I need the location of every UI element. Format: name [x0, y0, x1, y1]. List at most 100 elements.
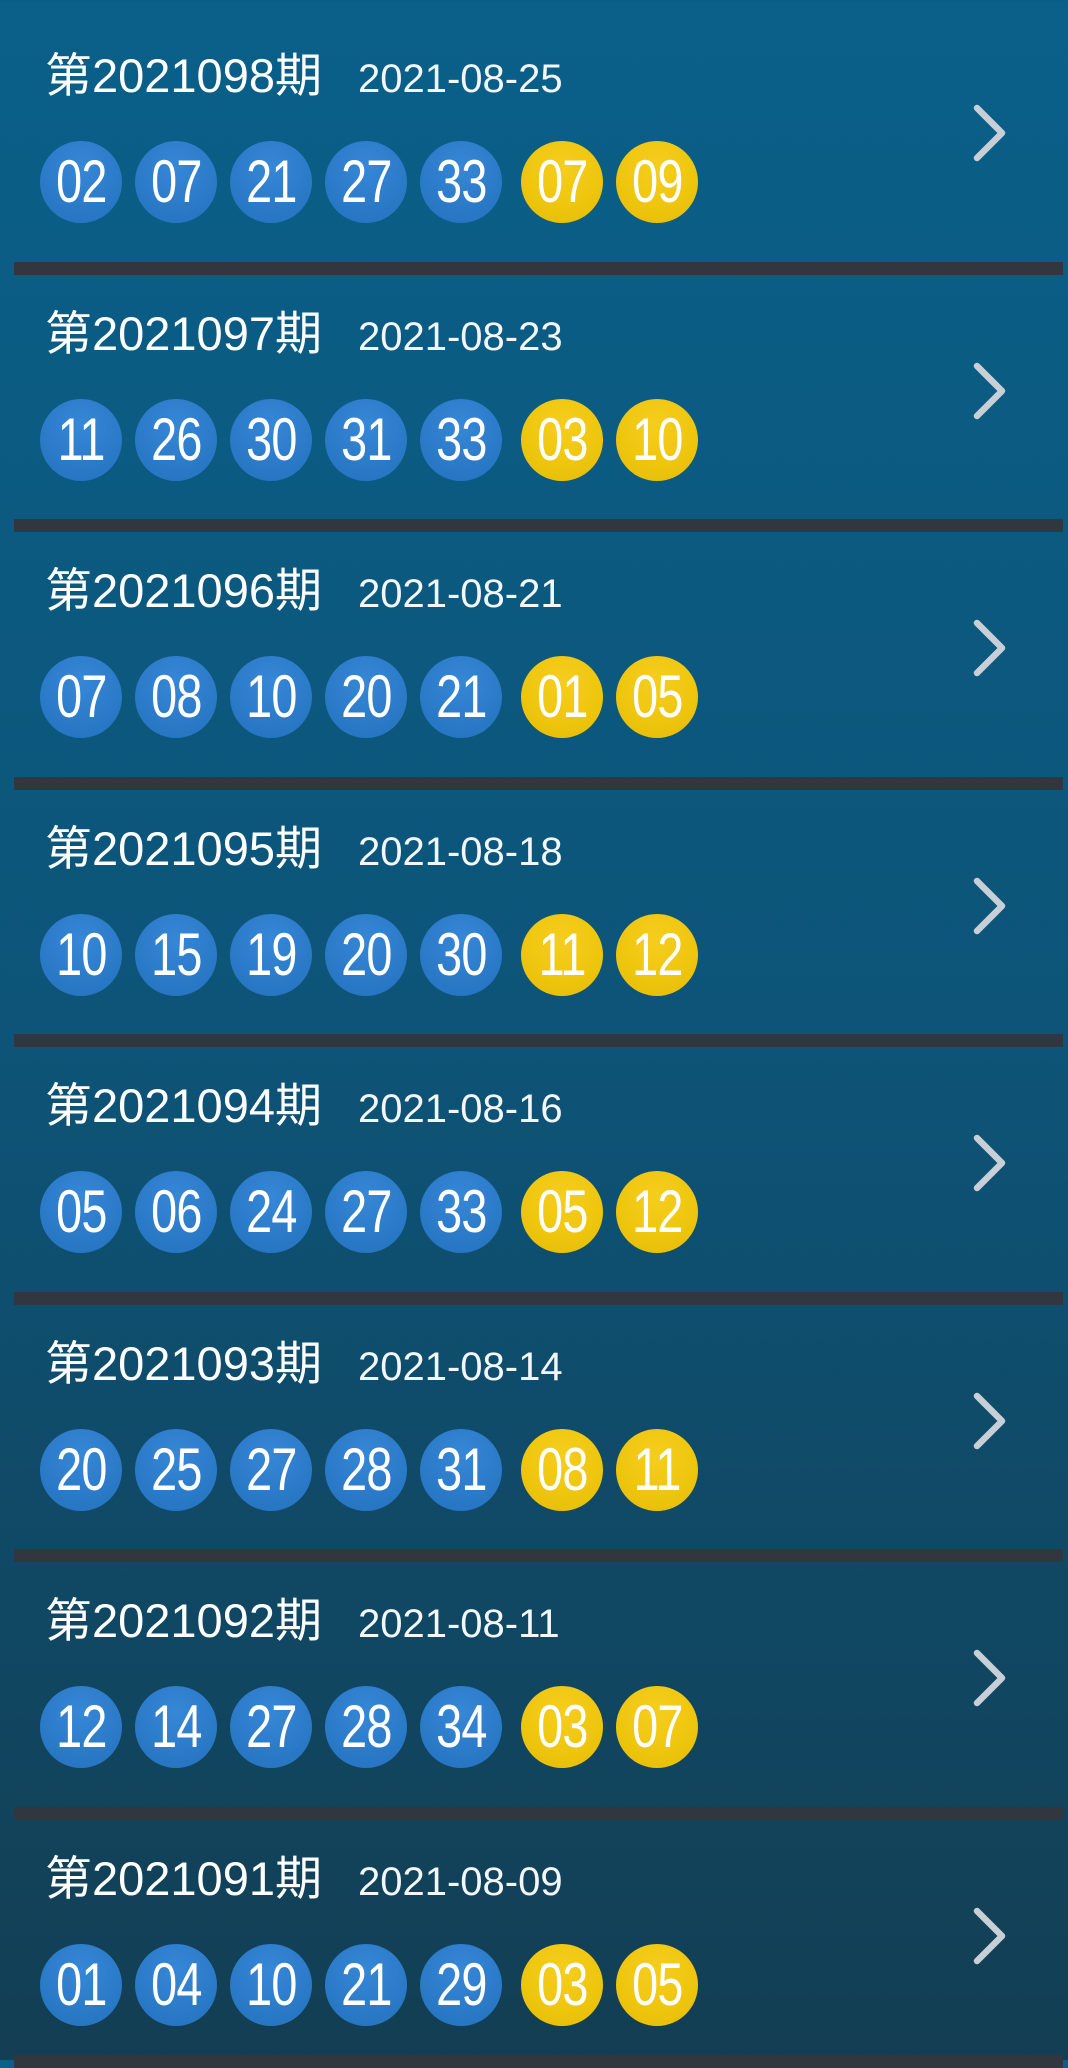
front-ball: 10	[40, 913, 122, 996]
chevron-right-icon[interactable]	[973, 1907, 1007, 1965]
front-ball: 28	[325, 1686, 407, 1768]
front-ball: 33	[420, 398, 502, 481]
ball-number: 03	[536, 405, 588, 473]
ball-number: 05	[631, 663, 683, 730]
ball-number: 06	[150, 1178, 202, 1245]
back-ball: 05	[616, 656, 698, 738]
ball-number: 10	[631, 405, 683, 473]
back-ball: 05	[521, 1171, 603, 1253]
lottery-result-row[interactable]: 第2021094期 2021-08-16 05 06 24 27 33 05 12	[0, 1030, 1068, 1288]
chevron-right-icon[interactable]	[973, 1134, 1007, 1192]
front-ball: 25	[135, 1428, 217, 1511]
back-ball: 03	[521, 398, 603, 481]
front-ball: 20	[325, 913, 407, 996]
ball-number: 07	[631, 1693, 683, 1760]
row-divider	[14, 1034, 1063, 1047]
ball-number: 04	[150, 1950, 202, 2018]
front-ball: 27	[230, 1686, 312, 1768]
ball-number: 26	[150, 405, 202, 473]
row-divider	[14, 1549, 1063, 1562]
ball-row: 02 07 21 27 33 07 09	[40, 141, 711, 223]
draw-date: 2021-08-23	[357, 314, 563, 359]
row-header: 第2021091期 2021-08-09	[45, 1855, 948, 1902]
ball-number: 25	[150, 1435, 202, 1503]
row-header: 第2021092期 2021-08-11	[45, 1597, 948, 1644]
chevron-right-icon[interactable]	[973, 104, 1007, 162]
ball-number: 20	[340, 663, 392, 730]
lottery-result-row[interactable]: 第2021093期 2021-08-14 20 25 27 28 31 08 11	[0, 1288, 1068, 1546]
lottery-result-row[interactable]: 第2021095期 2021-08-18 10 15 19 20 30 11 12	[0, 773, 1068, 1031]
back-ball: 11	[616, 1428, 698, 1511]
ball-number: 12	[631, 920, 683, 988]
ball-number: 31	[435, 1435, 487, 1503]
ball-number: 05	[55, 1178, 107, 1245]
row-header: 第2021098期 2021-08-25	[45, 52, 948, 99]
ball-number: 33	[435, 148, 487, 215]
front-ball: 21	[230, 141, 312, 223]
lottery-result-row[interactable]: 第2021097期 2021-08-23 11 26 30 31 33 03 10	[0, 258, 1068, 516]
ball-number: 27	[245, 1435, 297, 1503]
front-ball: 20	[325, 656, 407, 738]
ball-number: 11	[57, 405, 105, 473]
front-ball: 21	[420, 656, 502, 738]
ball-number: 20	[340, 920, 392, 988]
lottery-result-row[interactable]: 第2021098期 2021-08-25 02 07 21 27 33 07 09	[0, 0, 1068, 258]
ball-number: 12	[631, 1178, 683, 1245]
ball-number: 05	[536, 1178, 588, 1245]
front-ball: 30	[230, 398, 312, 481]
back-ball: 11	[521, 913, 603, 996]
row-divider	[14, 1291, 1063, 1305]
front-ball: 24	[230, 1171, 312, 1253]
row-divider	[14, 2055, 1063, 2068]
back-ball: 05	[616, 1943, 698, 2026]
draw-period: 第2021091期	[45, 1851, 322, 1905]
ball-number: 29	[435, 1950, 487, 2018]
front-ball: 06	[135, 1171, 217, 1253]
row-divider	[14, 776, 1063, 790]
ball-number: 21	[340, 1950, 392, 2018]
lottery-result-row[interactable]: 第2021091期 2021-08-09 01 04 10 21 29 03 05	[0, 1803, 1068, 2061]
ball-number: 10	[245, 663, 297, 730]
draw-date: 2021-08-16	[357, 1087, 563, 1131]
ball-number: 27	[340, 1178, 392, 1245]
row-header: 第2021097期 2021-08-23	[45, 310, 948, 357]
ball-number: 28	[340, 1693, 392, 1760]
front-ball: 14	[135, 1686, 217, 1768]
front-ball: 27	[325, 1171, 407, 1253]
front-ball: 33	[420, 141, 502, 223]
lottery-result-row[interactable]: 第2021092期 2021-08-11 12 14 27 28 34 03 07	[0, 1545, 1068, 1803]
front-ball: 20	[40, 1428, 122, 1511]
row-divider	[14, 261, 1063, 275]
front-ball: 01	[40, 1943, 122, 2026]
draw-period: 第2021096期	[45, 564, 322, 617]
front-ball: 10	[230, 1943, 312, 2026]
back-ball: 07	[521, 141, 603, 223]
chevron-right-icon[interactable]	[973, 619, 1007, 677]
ball-row: 07 08 10 20 21 01 05	[40, 656, 711, 738]
draw-date: 2021-08-18	[357, 829, 563, 874]
ball-number: 11	[538, 920, 586, 988]
chevron-right-icon[interactable]	[973, 877, 1007, 935]
ball-number: 33	[435, 405, 487, 473]
chevron-right-icon[interactable]	[973, 1392, 1007, 1450]
ball-row: 11 26 30 31 33 03 10	[40, 398, 711, 481]
ball-number: 30	[245, 405, 297, 473]
ball-number: 20	[55, 1435, 107, 1503]
ball-number: 27	[245, 1693, 297, 1760]
row-header: 第2021095期 2021-08-18	[45, 825, 948, 872]
chevron-right-icon[interactable]	[973, 1649, 1007, 1707]
ball-number: 21	[245, 148, 297, 215]
chevron-right-icon[interactable]	[973, 362, 1007, 420]
ball-number: 34	[435, 1693, 487, 1760]
ball-number: 30	[435, 920, 487, 988]
draw-date: 2021-08-09	[357, 1859, 563, 1904]
front-ball: 10	[230, 656, 312, 738]
back-ball: 08	[521, 1428, 603, 1511]
back-ball: 03	[521, 1686, 603, 1768]
draw-period: 第2021097期	[45, 306, 322, 360]
lottery-result-row[interactable]: 第2021096期 2021-08-21 07 08 10 20 21 01 05	[0, 515, 1068, 773]
ball-row: 20 25 27 28 31 08 11	[40, 1428, 711, 1511]
front-ball: 19	[230, 913, 312, 996]
front-ball: 29	[420, 1943, 502, 2026]
